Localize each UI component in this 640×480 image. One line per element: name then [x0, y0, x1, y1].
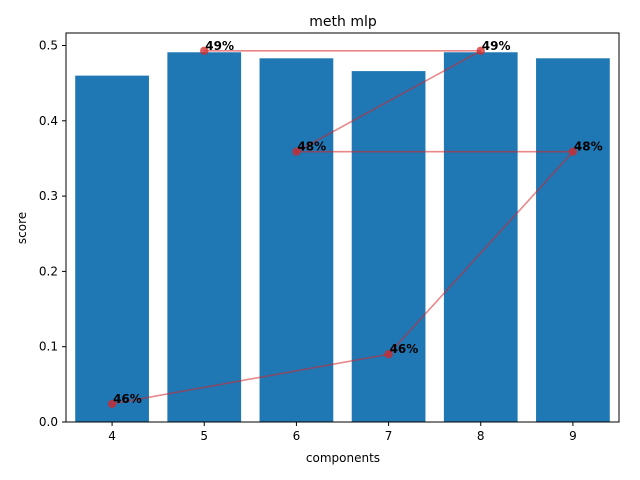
overlay-point-label-2: 48% [574, 140, 603, 154]
x-axis-title: components [306, 451, 380, 465]
x-tick-label-5: 5 [200, 429, 208, 443]
y-tick-label-0.0: 0.0 [39, 415, 58, 429]
x-tick-label-7: 7 [385, 429, 393, 443]
overlay-line [111, 49, 575, 405]
chart-title: meth mlp [309, 14, 377, 30]
axes-group: 4 5 6 7 8 9 0.0 0.1 0.2 0.3 0.4 0.5 [39, 32, 620, 443]
overlay-point-1 [384, 350, 393, 359]
bars-group [75, 52, 610, 423]
y-tick-label-0.5: 0.5 [39, 38, 58, 52]
bar-4 [75, 75, 149, 423]
overlay-point-0 [107, 399, 117, 409]
overlay-line-group: 46% 46% 48% 48% 49% 49% [107, 39, 603, 409]
overlay-point-label-4: 49% [482, 39, 511, 53]
bar-7 [351, 71, 426, 423]
y-tick-label-0.1: 0.1 [39, 340, 58, 354]
overlay-point-label-0: 46% [113, 392, 142, 406]
overlay-point-4 [476, 46, 485, 55]
overlay-point-2 [568, 147, 578, 156]
bar-8 [443, 52, 518, 423]
overlay-point-3 [292, 147, 301, 156]
overlay-point-5 [200, 46, 209, 55]
plot-frame [65, 32, 620, 423]
overlay-point-label-3: 48% [297, 140, 326, 154]
overlay-point-label-1: 46% [390, 342, 419, 356]
y-axis-title: score [15, 212, 29, 244]
y-tick-label-0.2: 0.2 [39, 264, 58, 278]
overlay-point-label-5: 49% [205, 39, 234, 53]
y-tick-label-0.3: 0.3 [39, 189, 58, 203]
bar-6 [259, 58, 334, 422]
x-tick-label-9: 9 [569, 429, 577, 443]
x-tick-label-8: 8 [477, 429, 485, 443]
x-tick-label-6: 6 [293, 429, 301, 443]
bar-9 [536, 58, 610, 422]
bar-5 [167, 52, 242, 423]
x-tick-label-4: 4 [108, 429, 116, 443]
y-tick-label-0.4: 0.4 [39, 114, 58, 128]
